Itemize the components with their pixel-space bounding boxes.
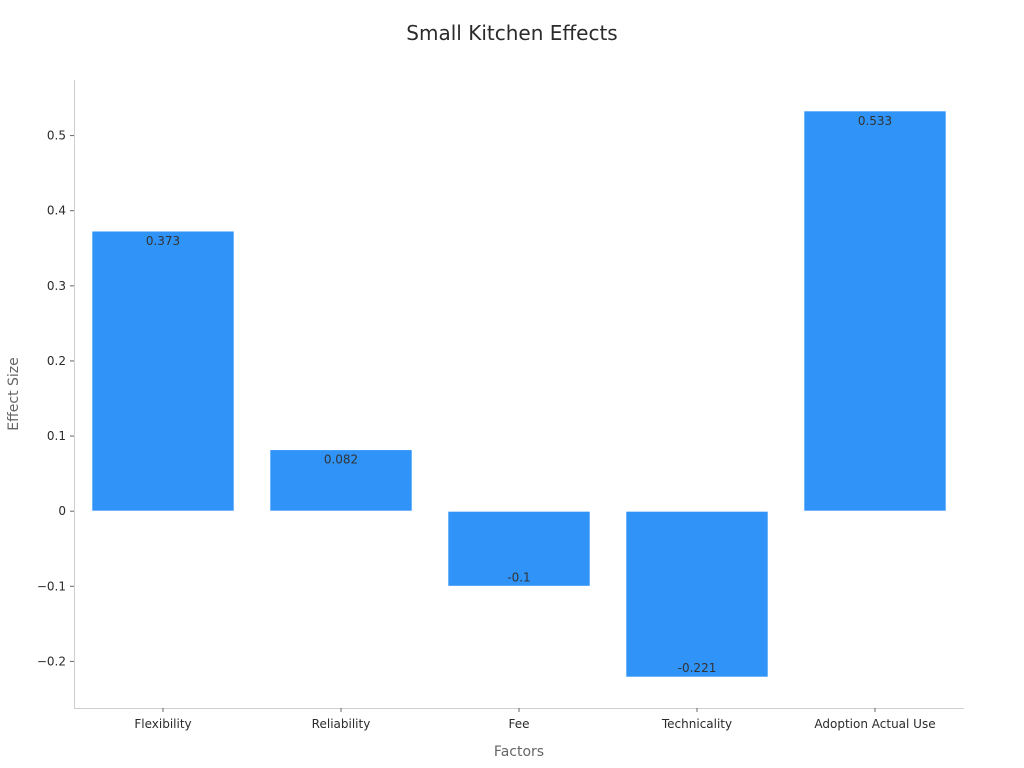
y-axis-ticks: −0.2 −0.1 0 0.1 0.2 0.3 0.4 0.5 [37, 129, 74, 668]
y-tick-label: 0.2 [47, 354, 66, 368]
bar-value-label: 0.082 [324, 453, 358, 467]
bar-value-label: -0.1 [507, 570, 530, 584]
y-tick-label: 0.4 [47, 204, 66, 218]
bar [91, 230, 235, 512]
y-tick-label: 0 [58, 504, 66, 518]
y-axis-title: Effect Size [6, 357, 22, 430]
bar-value-label: -0.221 [678, 661, 717, 675]
x-tick-label: Flexibility [134, 717, 191, 731]
bar-value-label: 0.533 [858, 114, 892, 128]
bar-value-label: 0.373 [146, 234, 180, 248]
bar [269, 449, 413, 512]
y-tick-label: 0.1 [47, 429, 66, 443]
bar [803, 110, 947, 512]
x-axis-ticks: Flexibility Reliability Fee Technicality Ado… [134, 708, 936, 731]
chart-title: Small Kitchen Effects [406, 21, 617, 45]
x-tick-label: Adoption Actual Use [814, 717, 935, 731]
x-tick-label: Technicality [661, 717, 732, 731]
x-axis-title: Factors [494, 744, 544, 760]
x-tick-label: Reliability [312, 717, 371, 731]
y-tick-label: 0.5 [47, 129, 66, 143]
y-tick-label: −0.1 [37, 579, 66, 593]
bar [447, 510, 591, 587]
x-tick-label: Fee [508, 717, 529, 731]
y-tick-label: −0.2 [37, 654, 66, 668]
bar-series: 0.373 0.082 -0.1 -0.221 0.533 [91, 110, 947, 678]
y-tick-label: 0.3 [47, 279, 66, 293]
bar [625, 510, 769, 678]
